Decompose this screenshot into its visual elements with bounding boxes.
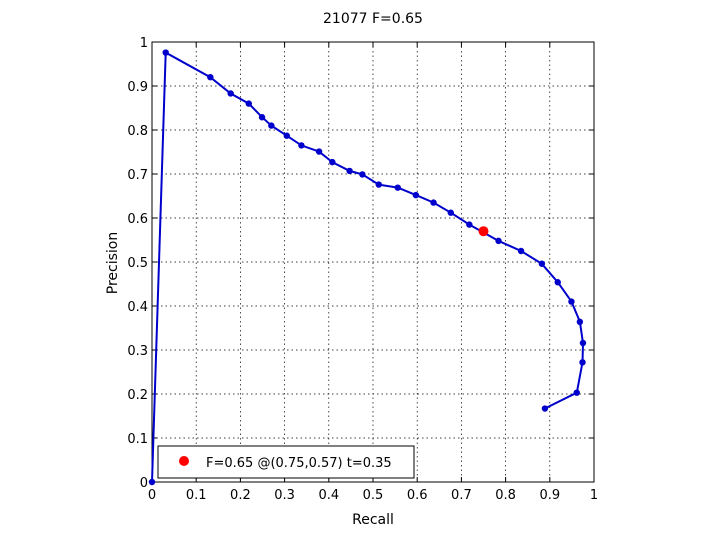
data-point xyxy=(245,100,252,107)
data-point xyxy=(538,260,546,267)
x-tick-labels: 0 0.1 0.2 0.3 0.4 0.5 0.6 0.7 0.8 0.9 1 xyxy=(148,488,598,503)
data-point xyxy=(315,148,323,155)
data-point xyxy=(430,199,437,206)
x-tick-label: 0.5 xyxy=(363,488,384,503)
legend-label: F=0.65 @(0.75,0.57) t=0.35 xyxy=(206,456,392,471)
x-tick-label: 0.1 xyxy=(186,488,207,503)
y-tick-label: 0.7 xyxy=(127,168,148,183)
data-point xyxy=(268,122,275,129)
y-tick-label: 0.3 xyxy=(127,344,148,359)
x-tick-label: 0.3 xyxy=(274,488,295,503)
data-point xyxy=(579,359,586,366)
y-tick-label: 0.9 xyxy=(127,80,148,95)
x-tick-label: 0.4 xyxy=(318,488,339,503)
x-tick-label: 0.8 xyxy=(495,488,516,503)
highlight-point xyxy=(478,226,489,237)
x-tick-label: 0.6 xyxy=(407,488,428,503)
data-point xyxy=(298,142,305,149)
data-point xyxy=(573,389,580,396)
data-point xyxy=(375,181,382,188)
data-point xyxy=(495,237,502,245)
x-axis-label: Recall xyxy=(352,512,394,528)
x-tick-label: 0.7 xyxy=(451,488,472,503)
chart-title: 21077 F=0.65 xyxy=(323,11,423,27)
data-point xyxy=(162,49,169,56)
data-point xyxy=(576,318,584,326)
y-tick-label: 0.8 xyxy=(127,124,148,139)
y-tick-label: 0.1 xyxy=(127,432,148,447)
x-tick-label: 1 xyxy=(590,488,598,503)
data-point xyxy=(329,158,336,166)
data-point xyxy=(579,339,587,347)
x-tick-label: 0.9 xyxy=(539,488,560,503)
data-point xyxy=(227,90,234,97)
series-markers xyxy=(148,49,587,486)
y-tick-label: 0.4 xyxy=(127,300,148,315)
data-point xyxy=(346,167,353,175)
y-tick-label: 0.6 xyxy=(127,212,148,227)
data-point xyxy=(148,478,156,486)
y-tick-label: 0.2 xyxy=(127,388,148,403)
data-point xyxy=(412,191,420,199)
legend-marker xyxy=(179,456,189,466)
x-tick-label: 0 xyxy=(148,488,156,503)
data-point xyxy=(258,114,266,121)
y-axis-label: Precision xyxy=(105,232,121,294)
data-point xyxy=(541,405,549,412)
legend: F=0.65 @(0.75,0.57) t=0.35 xyxy=(157,445,415,479)
legend-box xyxy=(157,445,415,479)
data-point xyxy=(447,209,454,216)
y-tick-label: 1 xyxy=(140,36,148,51)
grid-lines xyxy=(152,42,594,482)
data-point xyxy=(394,184,401,191)
y-tick-label: 0 xyxy=(140,476,148,491)
data-point xyxy=(568,298,575,305)
data-point xyxy=(359,171,366,178)
data-point xyxy=(517,247,525,255)
data-point xyxy=(554,279,561,286)
data-point xyxy=(207,74,214,81)
y-tick-labels: 0 0.1 0.2 0.3 0.4 0.5 0.6 0.7 0.8 0.9 1 xyxy=(127,36,148,491)
y-tick-label: 0.5 xyxy=(127,256,148,271)
data-point xyxy=(283,132,291,139)
x-tick-label: 0.2 xyxy=(230,488,251,503)
data-point xyxy=(466,221,473,228)
